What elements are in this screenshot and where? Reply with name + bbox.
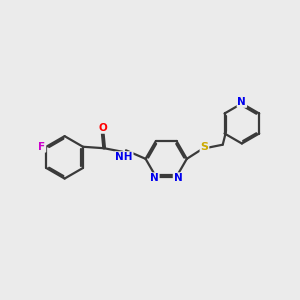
Text: F: F xyxy=(38,142,45,152)
Text: S: S xyxy=(200,142,208,152)
Text: NH: NH xyxy=(115,152,133,162)
Text: N: N xyxy=(174,173,182,183)
Text: O: O xyxy=(98,123,107,133)
Text: N: N xyxy=(238,97,246,107)
Text: N: N xyxy=(150,173,159,183)
